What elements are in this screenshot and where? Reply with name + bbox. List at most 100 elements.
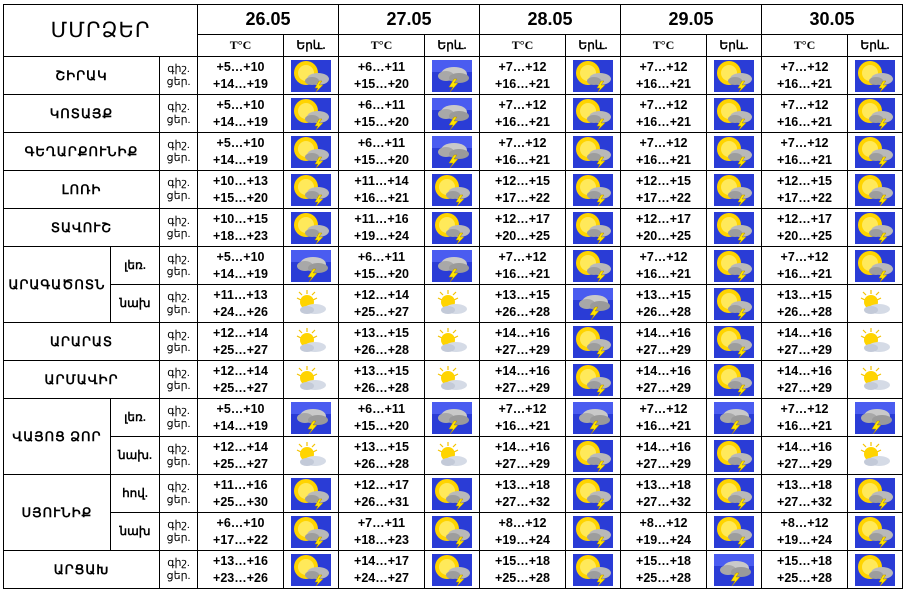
sun-cloud-storm-icon bbox=[573, 173, 613, 206]
night-temperature: +7…+12 bbox=[639, 249, 688, 264]
table-row: ՎԱՅՈՑ ՁՈՐ լեռ. գիշ. ցեր. +5…+10 +14…+19 +6…+11… bbox=[3, 398, 903, 475]
night-temperature: +7…+12 bbox=[780, 249, 829, 264]
day-temperature: +17…+22 bbox=[636, 190, 691, 205]
night-temperature: +12…+17 bbox=[777, 211, 832, 226]
weather-icon-cell bbox=[283, 94, 339, 133]
sun-cloud-icon bbox=[291, 439, 331, 472]
sun-cloud-storm-icon bbox=[714, 515, 754, 548]
sun-cloud-icon bbox=[432, 439, 472, 472]
time-of-day-label: գիշ. ցեր. bbox=[159, 94, 198, 133]
night-temperature: +13…+15 bbox=[354, 363, 409, 378]
day-temperature: +15…+20 bbox=[354, 266, 409, 281]
temp-column-header: T°C bbox=[197, 34, 284, 57]
night-temperature: +7…+12 bbox=[780, 401, 829, 416]
weather-icon-cell bbox=[424, 474, 480, 513]
sun-cloud-icon bbox=[855, 439, 895, 472]
temperature-cell: +7…+12 +16…+21 bbox=[479, 398, 566, 437]
day-label: ցեր. bbox=[166, 151, 191, 164]
region-label: ԿՈՏԱՅՔ bbox=[3, 94, 160, 133]
weather-icon-cell bbox=[706, 94, 762, 133]
night-label: գիշ. bbox=[167, 214, 190, 227]
weather-icon-cell bbox=[565, 360, 621, 399]
night-temperature: +14…+16 bbox=[636, 439, 691, 454]
sun-cloud-storm-icon bbox=[573, 363, 613, 396]
storm-icon bbox=[855, 401, 895, 434]
temperature-cell: +14…+16 +27…+29 bbox=[761, 360, 848, 399]
temperature-cell: +14…+16 +27…+29 bbox=[761, 322, 848, 361]
night-temperature: +5…+10 bbox=[216, 135, 265, 150]
temperature-cell: +6…+11 +15…+20 bbox=[338, 56, 425, 95]
night-temperature: +8…+12 bbox=[780, 515, 829, 530]
day-temperature: +26…+28 bbox=[354, 380, 409, 395]
storm-icon bbox=[432, 401, 472, 434]
temperature-cell: +14…+16 +27…+29 bbox=[479, 436, 566, 475]
night-temperature: +5…+10 bbox=[216, 249, 265, 264]
day-temperature: +16…+21 bbox=[495, 76, 550, 91]
sun-cloud-storm-icon bbox=[432, 211, 472, 244]
night-temperature: +14…+16 bbox=[777, 325, 832, 340]
day-label: ցեր. bbox=[166, 569, 191, 582]
temperature-cell: +12…+14 +25…+27 bbox=[338, 284, 425, 323]
sun-cloud-storm-icon bbox=[291, 97, 331, 130]
night-temperature: +6…+11 bbox=[357, 249, 406, 264]
day-temperature: +20…+25 bbox=[777, 228, 832, 243]
temp-column-header: T°C bbox=[338, 34, 425, 57]
temperature-cell: +14…+16 +27…+29 bbox=[761, 436, 848, 475]
night-temperature: +8…+12 bbox=[639, 515, 688, 530]
weather-icon-cell bbox=[565, 474, 621, 513]
night-temperature: +7…+12 bbox=[639, 135, 688, 150]
table-row: նախ. գիշ. ցեր. +12…+14 +25…+27 +13…+15 +26…+28… bbox=[4, 436, 903, 475]
temperature-cell: +13…+15 +26…+28 bbox=[479, 284, 566, 323]
region-label: ՎԱՅՈՑ ՁՈՐ bbox=[3, 398, 111, 475]
day-temperature: +26…+28 bbox=[636, 304, 691, 319]
night-temperature: +13…+18 bbox=[777, 477, 832, 492]
weather-icon-cell bbox=[424, 284, 480, 323]
storm-icon bbox=[714, 553, 754, 586]
storm-icon bbox=[714, 401, 754, 434]
day-label: ցեր. bbox=[166, 493, 191, 506]
time-of-day-label: գիշ. ցեր. bbox=[159, 132, 198, 171]
weather-icon-cell bbox=[283, 550, 339, 589]
day-temperature: +19…+24 bbox=[354, 228, 409, 243]
temperature-cell: +13…+15 +26…+28 bbox=[338, 360, 425, 399]
temperature-cell: +13…+15 +26…+28 bbox=[620, 284, 707, 323]
table-row: ԳԵՂԱՐՔՈՒՆԻՔ գիշ. ցեր. +5…+10 +14…+19 +6…+11 +1… bbox=[3, 132, 903, 171]
night-temperature: +11…+16 bbox=[354, 211, 409, 226]
sun-cloud-storm-icon bbox=[291, 515, 331, 548]
temperature-cell: +6…+11 +15…+20 bbox=[338, 94, 425, 133]
temperature-cell: +12…+17 +26…+31 bbox=[338, 474, 425, 513]
sun-cloud-storm-icon bbox=[714, 97, 754, 130]
sun-cloud-storm-icon bbox=[714, 211, 754, 244]
temperature-cell: +7…+11 +18…+23 bbox=[338, 512, 425, 551]
day-temperature: +16…+21 bbox=[636, 418, 691, 433]
day-label: ցեր. bbox=[166, 341, 191, 354]
temperature-cell: +14…+16 +27…+29 bbox=[620, 436, 707, 475]
night-temperature: +15…+18 bbox=[495, 553, 550, 568]
sun-cloud-storm-icon bbox=[432, 477, 472, 510]
day-temperature: +15…+20 bbox=[354, 114, 409, 129]
night-temperature: +6…+11 bbox=[357, 135, 406, 150]
sun-cloud-storm-icon bbox=[432, 553, 472, 586]
temperature-cell: +13…+15 +26…+28 bbox=[761, 284, 848, 323]
sun-cloud-storm-icon bbox=[573, 249, 613, 282]
night-label: գիշ. bbox=[167, 518, 190, 531]
day-temperature: +27…+29 bbox=[495, 342, 550, 357]
sun-cloud-storm-icon bbox=[855, 477, 895, 510]
night-label: գիշ. bbox=[167, 404, 190, 417]
night-temperature: +12…+17 bbox=[354, 477, 409, 492]
day-temperature: +27…+32 bbox=[777, 494, 832, 509]
sun-cloud-storm-icon bbox=[573, 211, 613, 244]
night-temperature: +7…+12 bbox=[498, 59, 547, 74]
day-temperature: +18…+23 bbox=[354, 532, 409, 547]
sun-cloud-storm-icon bbox=[855, 59, 895, 92]
day-temperature: +14…+19 bbox=[213, 76, 268, 91]
weather-icon-cell bbox=[283, 208, 339, 247]
temperature-cell: +12…+14 +25…+27 bbox=[197, 322, 284, 361]
weather-icon-cell bbox=[565, 56, 621, 95]
night-temperature: +7…+12 bbox=[639, 59, 688, 74]
night-temperature: +10…+13 bbox=[213, 173, 268, 188]
day-temperature: +27…+29 bbox=[495, 380, 550, 395]
region-label: ՍՅՈՒՆԻՔ bbox=[3, 474, 111, 551]
storm-icon bbox=[432, 135, 472, 168]
table-row: ԿՈՏԱՅՔ գիշ. ցեր. +5…+10 +14…+19 +6…+11 +15…+20… bbox=[3, 94, 903, 133]
